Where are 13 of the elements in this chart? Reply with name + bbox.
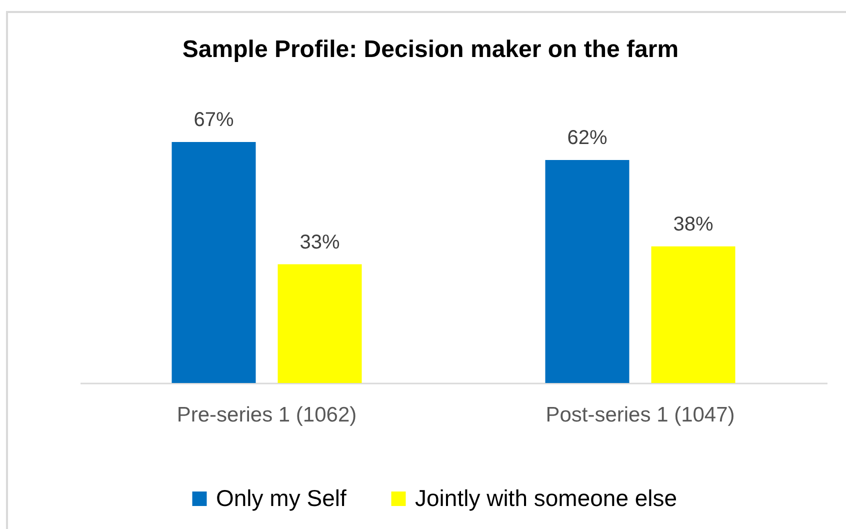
data-label: 62%: [567, 126, 608, 149]
data-label: 38%: [673, 213, 714, 236]
bar: [545, 160, 630, 383]
bar: [278, 264, 362, 383]
bar: [172, 142, 256, 383]
data-label: 67%: [194, 109, 234, 131]
legend-label: Jointly with someone else: [415, 484, 678, 511]
data-label: 33%: [300, 231, 340, 254]
x-tick-label: Post-series 1 (1047): [546, 404, 735, 426]
bar: [651, 246, 736, 383]
x-tick-label: Pre-series 1 (1062): [176, 404, 357, 426]
legend-label: Only my Self: [216, 484, 347, 511]
chart-title: Sample Profile: Decision maker on the farm: [182, 36, 679, 63]
